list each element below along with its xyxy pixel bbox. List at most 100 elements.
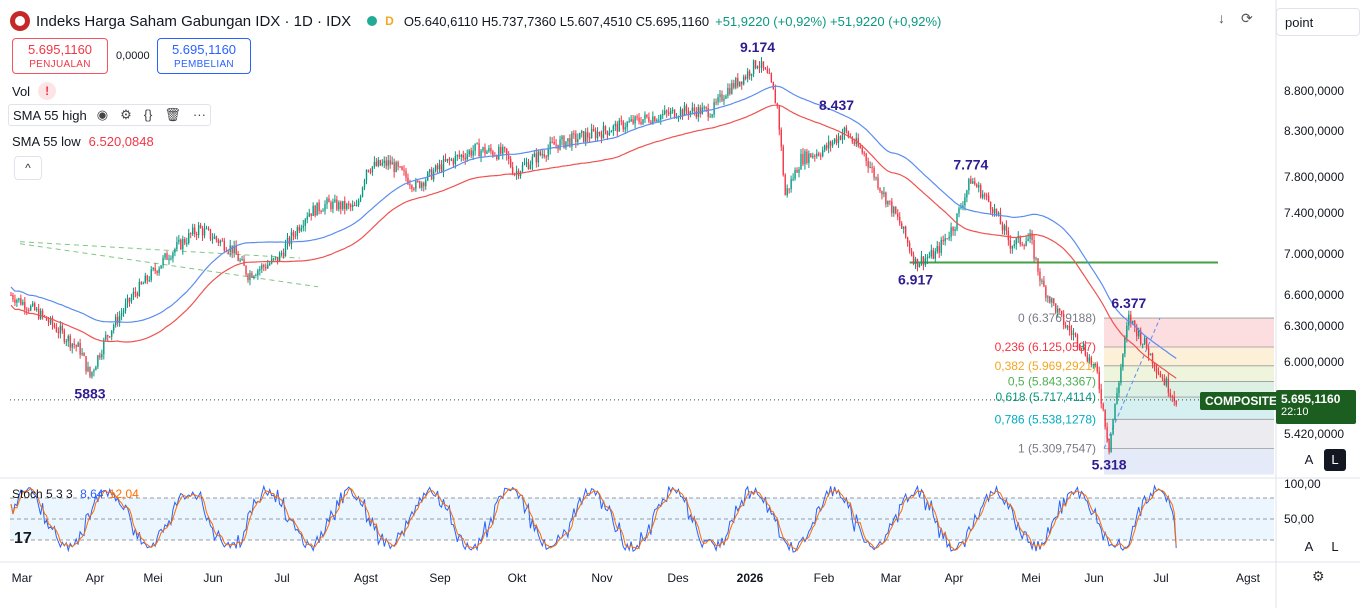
collapse-legend-button[interactable]: ^: [14, 156, 42, 180]
candle-body: [154, 268, 156, 271]
candle-body: [865, 153, 867, 162]
candle-body: [727, 88, 729, 96]
candle-body: [760, 61, 763, 68]
point-selector[interactable]: point: [1276, 8, 1360, 36]
candle-body: [458, 155, 461, 157]
candle-body: [632, 119, 634, 124]
candle-body: [987, 195, 990, 202]
eye-icon[interactable]: ◉: [96, 107, 109, 122]
source-code-icon[interactable]: {}: [143, 107, 153, 122]
volume-indicator[interactable]: Vol !: [12, 82, 57, 100]
candle-body: [184, 239, 186, 244]
candle-body: [259, 268, 261, 271]
candle-body: [367, 169, 370, 172]
candle-body: [608, 132, 611, 136]
candle-body: [1167, 378, 1170, 393]
candle-body: [926, 257, 929, 259]
candle-body: [889, 200, 891, 202]
arrow-down-icon[interactable]: ↓: [1218, 10, 1225, 26]
candle-body: [464, 157, 466, 160]
more-icon[interactable]: ···: [192, 107, 206, 122]
candle-body: [695, 111, 698, 117]
candle-body: [515, 170, 518, 175]
candle-body: [646, 114, 648, 118]
candle-body: [438, 164, 441, 170]
candle-body: [180, 239, 182, 250]
sma-low-indicator[interactable]: SMA 55 low 6.520,0848: [12, 134, 154, 149]
candle-body: [533, 153, 536, 157]
symbol-title[interactable]: Indeks Harga Saham Gabungan IDX · 1D · I…: [36, 12, 352, 30]
candle-body: [895, 206, 897, 214]
candle-body: [778, 105, 780, 130]
candle-body: [873, 168, 875, 178]
stoch-label: Stoch 5 3 3: [12, 487, 73, 501]
candle-body: [1100, 389, 1102, 404]
candle-body: [652, 116, 654, 124]
candle-body: [112, 325, 115, 331]
candle-body: [764, 68, 767, 70]
candle-body: [847, 131, 850, 137]
stoch-legend[interactable]: Stoch 5 3 3 8,64 12,04: [12, 487, 139, 501]
warning-icon[interactable]: !: [38, 82, 57, 100]
sell-button[interactable]: 5.695,1160 PENJUALAN: [12, 38, 108, 74]
sma-high-indicator[interactable]: SMA 55 high ◉ ⚙ {} 🗑 ···: [8, 104, 211, 126]
log-scale-button[interactable]: L: [1324, 449, 1346, 471]
price-tick-label: 6.600,0000: [1284, 288, 1344, 302]
candle-body: [1001, 224, 1004, 231]
candle-body: [385, 160, 387, 166]
candle-body: [820, 155, 822, 157]
candle-body: [55, 327, 58, 332]
candle-body: [774, 89, 777, 104]
candle-body: [148, 280, 150, 282]
candle-body: [53, 324, 56, 328]
fib-level-label: 0,618 (5.717,4114): [995, 390, 1096, 404]
candle-body: [10, 295, 12, 296]
candle-body: [786, 188, 788, 196]
time-tick-label: Agst: [354, 571, 379, 585]
candle-body: [20, 298, 22, 305]
trash-icon[interactable]: 🗑: [164, 107, 181, 122]
candle-body: [162, 257, 164, 266]
refresh-icon[interactable]: ⟳: [1241, 10, 1253, 26]
candle-body: [571, 133, 573, 147]
header-tools: ↓ ⟳: [1218, 10, 1253, 27]
candle-body: [1132, 320, 1134, 324]
candle-body: [525, 162, 528, 164]
candle-body: [1060, 310, 1063, 315]
time-tick-label: Mei: [1021, 571, 1040, 585]
candle-body: [211, 238, 214, 240]
candle-body: [604, 126, 607, 131]
candle-body: [1023, 245, 1025, 247]
fib-level-label: 0,236 (6.125,0587): [995, 340, 1096, 354]
candle-body: [1092, 364, 1094, 366]
candle-body: [981, 194, 984, 198]
candle-body: [373, 161, 376, 167]
candle-body: [81, 353, 83, 355]
candle-body: [723, 98, 725, 101]
candle-body: [391, 162, 393, 165]
candle-body: [707, 107, 709, 117]
buy-button[interactable]: 5.695,1160 PEMBELIAN: [157, 38, 251, 74]
candle-body: [995, 208, 998, 215]
settings-icon[interactable]: ⚙: [120, 107, 132, 122]
candle-body: [328, 198, 330, 203]
candle-body: [656, 119, 658, 122]
candle-body: [638, 117, 640, 122]
candle-body: [970, 179, 972, 184]
stoch-log-scale-button[interactable]: L: [1331, 539, 1339, 554]
candle-body: [812, 155, 814, 158]
candle-body: [454, 155, 457, 165]
candle-body: [699, 107, 701, 115]
candle-body: [203, 228, 206, 236]
stoch-auto-scale-button[interactable]: A: [1304, 539, 1314, 554]
candle-body: [883, 192, 885, 195]
candle-body: [128, 297, 131, 302]
candle-body: [972, 181, 974, 184]
candle-body: [446, 158, 449, 161]
settings-gear-icon[interactable]: ⚙: [1312, 568, 1325, 584]
auto-scale-button[interactable]: A: [1304, 452, 1314, 467]
candle-body: [1108, 438, 1110, 452]
candle-body: [45, 316, 48, 321]
candle-body: [227, 251, 229, 253]
